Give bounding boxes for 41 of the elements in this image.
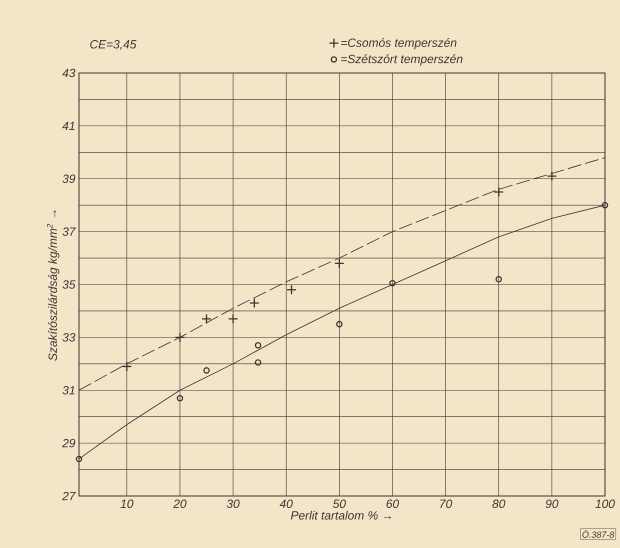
point: [254, 359, 262, 366]
y-tick-label: 29: [62, 438, 76, 448]
y-axis-title: Szakítószilárdság kg/mm$^{2}$ →: [46, 210, 60, 361]
x-tick-label: 70: [440, 500, 452, 508]
point: [201, 314, 212, 324]
y-tick-label: 41: [62, 122, 74, 130]
y-tick-label: 43: [62, 68, 76, 78]
point: [495, 276, 502, 282]
point: [122, 361, 132, 372]
y-tick-label: 35: [62, 280, 76, 289]
x-tick-label: 90: [546, 500, 558, 508]
x-tick-label: 40: [280, 500, 293, 508]
point: [249, 298, 260, 308]
legend-label: =Szétszórt temperszén: [341, 54, 462, 66]
point: [254, 342, 262, 349]
x-tick-label: 20: [173, 500, 186, 508]
point: [176, 394, 184, 402]
point: [546, 170, 557, 182]
x-tick-label: 100: [595, 500, 615, 508]
x-tick-label: 80: [492, 500, 506, 508]
text: Ö.387-8: [582, 530, 614, 538]
y-tick-label: 37: [62, 227, 76, 236]
point: [286, 284, 297, 295]
point: [336, 320, 343, 328]
point: [389, 280, 396, 286]
point: [494, 186, 504, 198]
text: CE=3,45: [90, 40, 136, 50]
legend-label: =Csomós temperszén: [341, 38, 456, 50]
x-axis-title: Perlit tartalom % →: [290, 510, 392, 520]
point: [228, 314, 238, 324]
x-tick-label: 60: [386, 500, 400, 508]
point: [174, 332, 186, 343]
point: [334, 258, 344, 268]
point: [203, 367, 210, 374]
x-tick-label: 50: [332, 500, 346, 508]
y-tick-label: 27: [62, 492, 76, 500]
x-tick-label: 30: [226, 500, 240, 508]
y-tick-label: 31: [62, 386, 74, 394]
y-tick-label: 33: [62, 333, 76, 342]
x-tick-label: 10: [120, 500, 134, 508]
y-tick-label: 39: [62, 174, 76, 183]
